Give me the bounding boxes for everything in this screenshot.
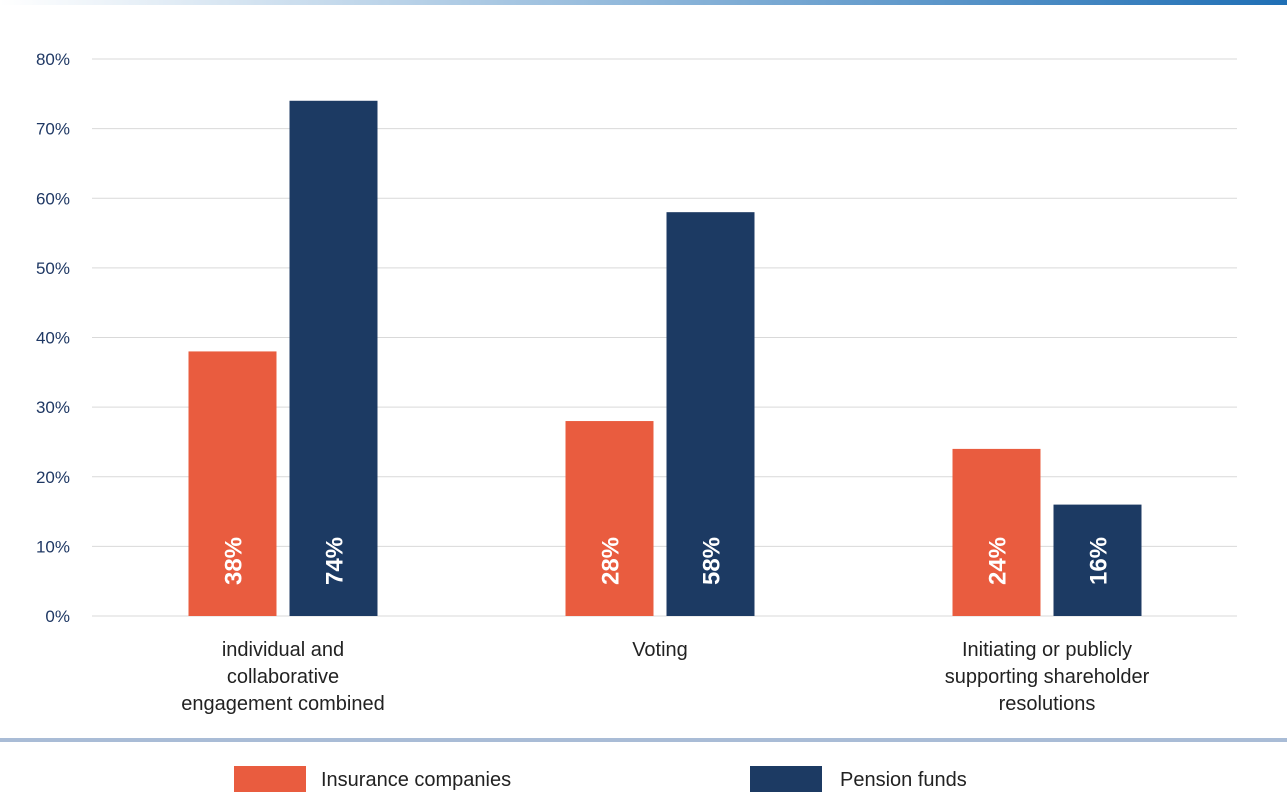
x-category-label-line: collaborative xyxy=(227,666,339,688)
gridlines xyxy=(92,58,1237,617)
top-accent-bar xyxy=(0,0,1287,5)
legend-item: Pension funds xyxy=(750,766,967,792)
bar-value-label: 24% xyxy=(985,537,1012,585)
y-tick-label: 40% xyxy=(36,329,70,348)
bar-value-label: 58% xyxy=(699,537,726,585)
bars: 38% 28% 24% 74% 58% 16% xyxy=(188,100,1142,617)
bar-value-label: 38% xyxy=(221,537,248,585)
legend-label: Pension funds xyxy=(840,769,967,791)
y-tick-label: 10% xyxy=(36,537,70,556)
x-category-label: Voting xyxy=(632,639,688,661)
bar-pension xyxy=(1053,504,1142,616)
bar-insurance xyxy=(952,448,1041,616)
y-tick-label: 60% xyxy=(36,189,70,208)
y-tick-label: 0% xyxy=(45,607,70,626)
bar-pension xyxy=(666,212,755,617)
x-category-label-line: engagement combined xyxy=(181,693,384,715)
x-category-label-line: Initiating or publicly xyxy=(962,639,1132,661)
legend-swatch xyxy=(234,766,306,792)
bar-value-label: 28% xyxy=(598,537,625,585)
legend-separator xyxy=(0,738,1287,742)
y-tick-label: 50% xyxy=(36,259,70,278)
bar-pension xyxy=(289,100,378,616)
y-tick-label: 70% xyxy=(36,120,70,139)
legend-label: Insurance companies xyxy=(321,769,511,791)
y-tick-label: 20% xyxy=(36,468,70,487)
x-category-label-line: supporting shareholder xyxy=(945,666,1150,688)
legend-swatch xyxy=(750,766,822,792)
bar-value-label: 74% xyxy=(322,537,349,585)
y-axis-ticks: 0% 10% 20% 30% 40% 50% 60% 70% 80% xyxy=(36,50,70,626)
bar-insurance xyxy=(188,351,277,616)
legend: Insurance companies Pension funds xyxy=(234,766,967,792)
x-category-label-line: individual and xyxy=(222,639,344,661)
x-axis-categories: individual and collaborative engagement co… xyxy=(181,639,1149,715)
legend-item: Insurance companies xyxy=(234,766,511,792)
x-category-label-line: Voting xyxy=(632,639,688,661)
x-category-label: individual and collaborative engagement co… xyxy=(181,639,384,715)
x-category-label: Initiating or publicly supporting shareho… xyxy=(945,639,1150,715)
y-tick-label: 30% xyxy=(36,398,70,417)
bar-insurance xyxy=(565,421,654,616)
x-category-label-line: resolutions xyxy=(999,693,1096,715)
bar-value-label: 16% xyxy=(1086,537,1113,585)
y-tick-label: 80% xyxy=(36,50,70,69)
